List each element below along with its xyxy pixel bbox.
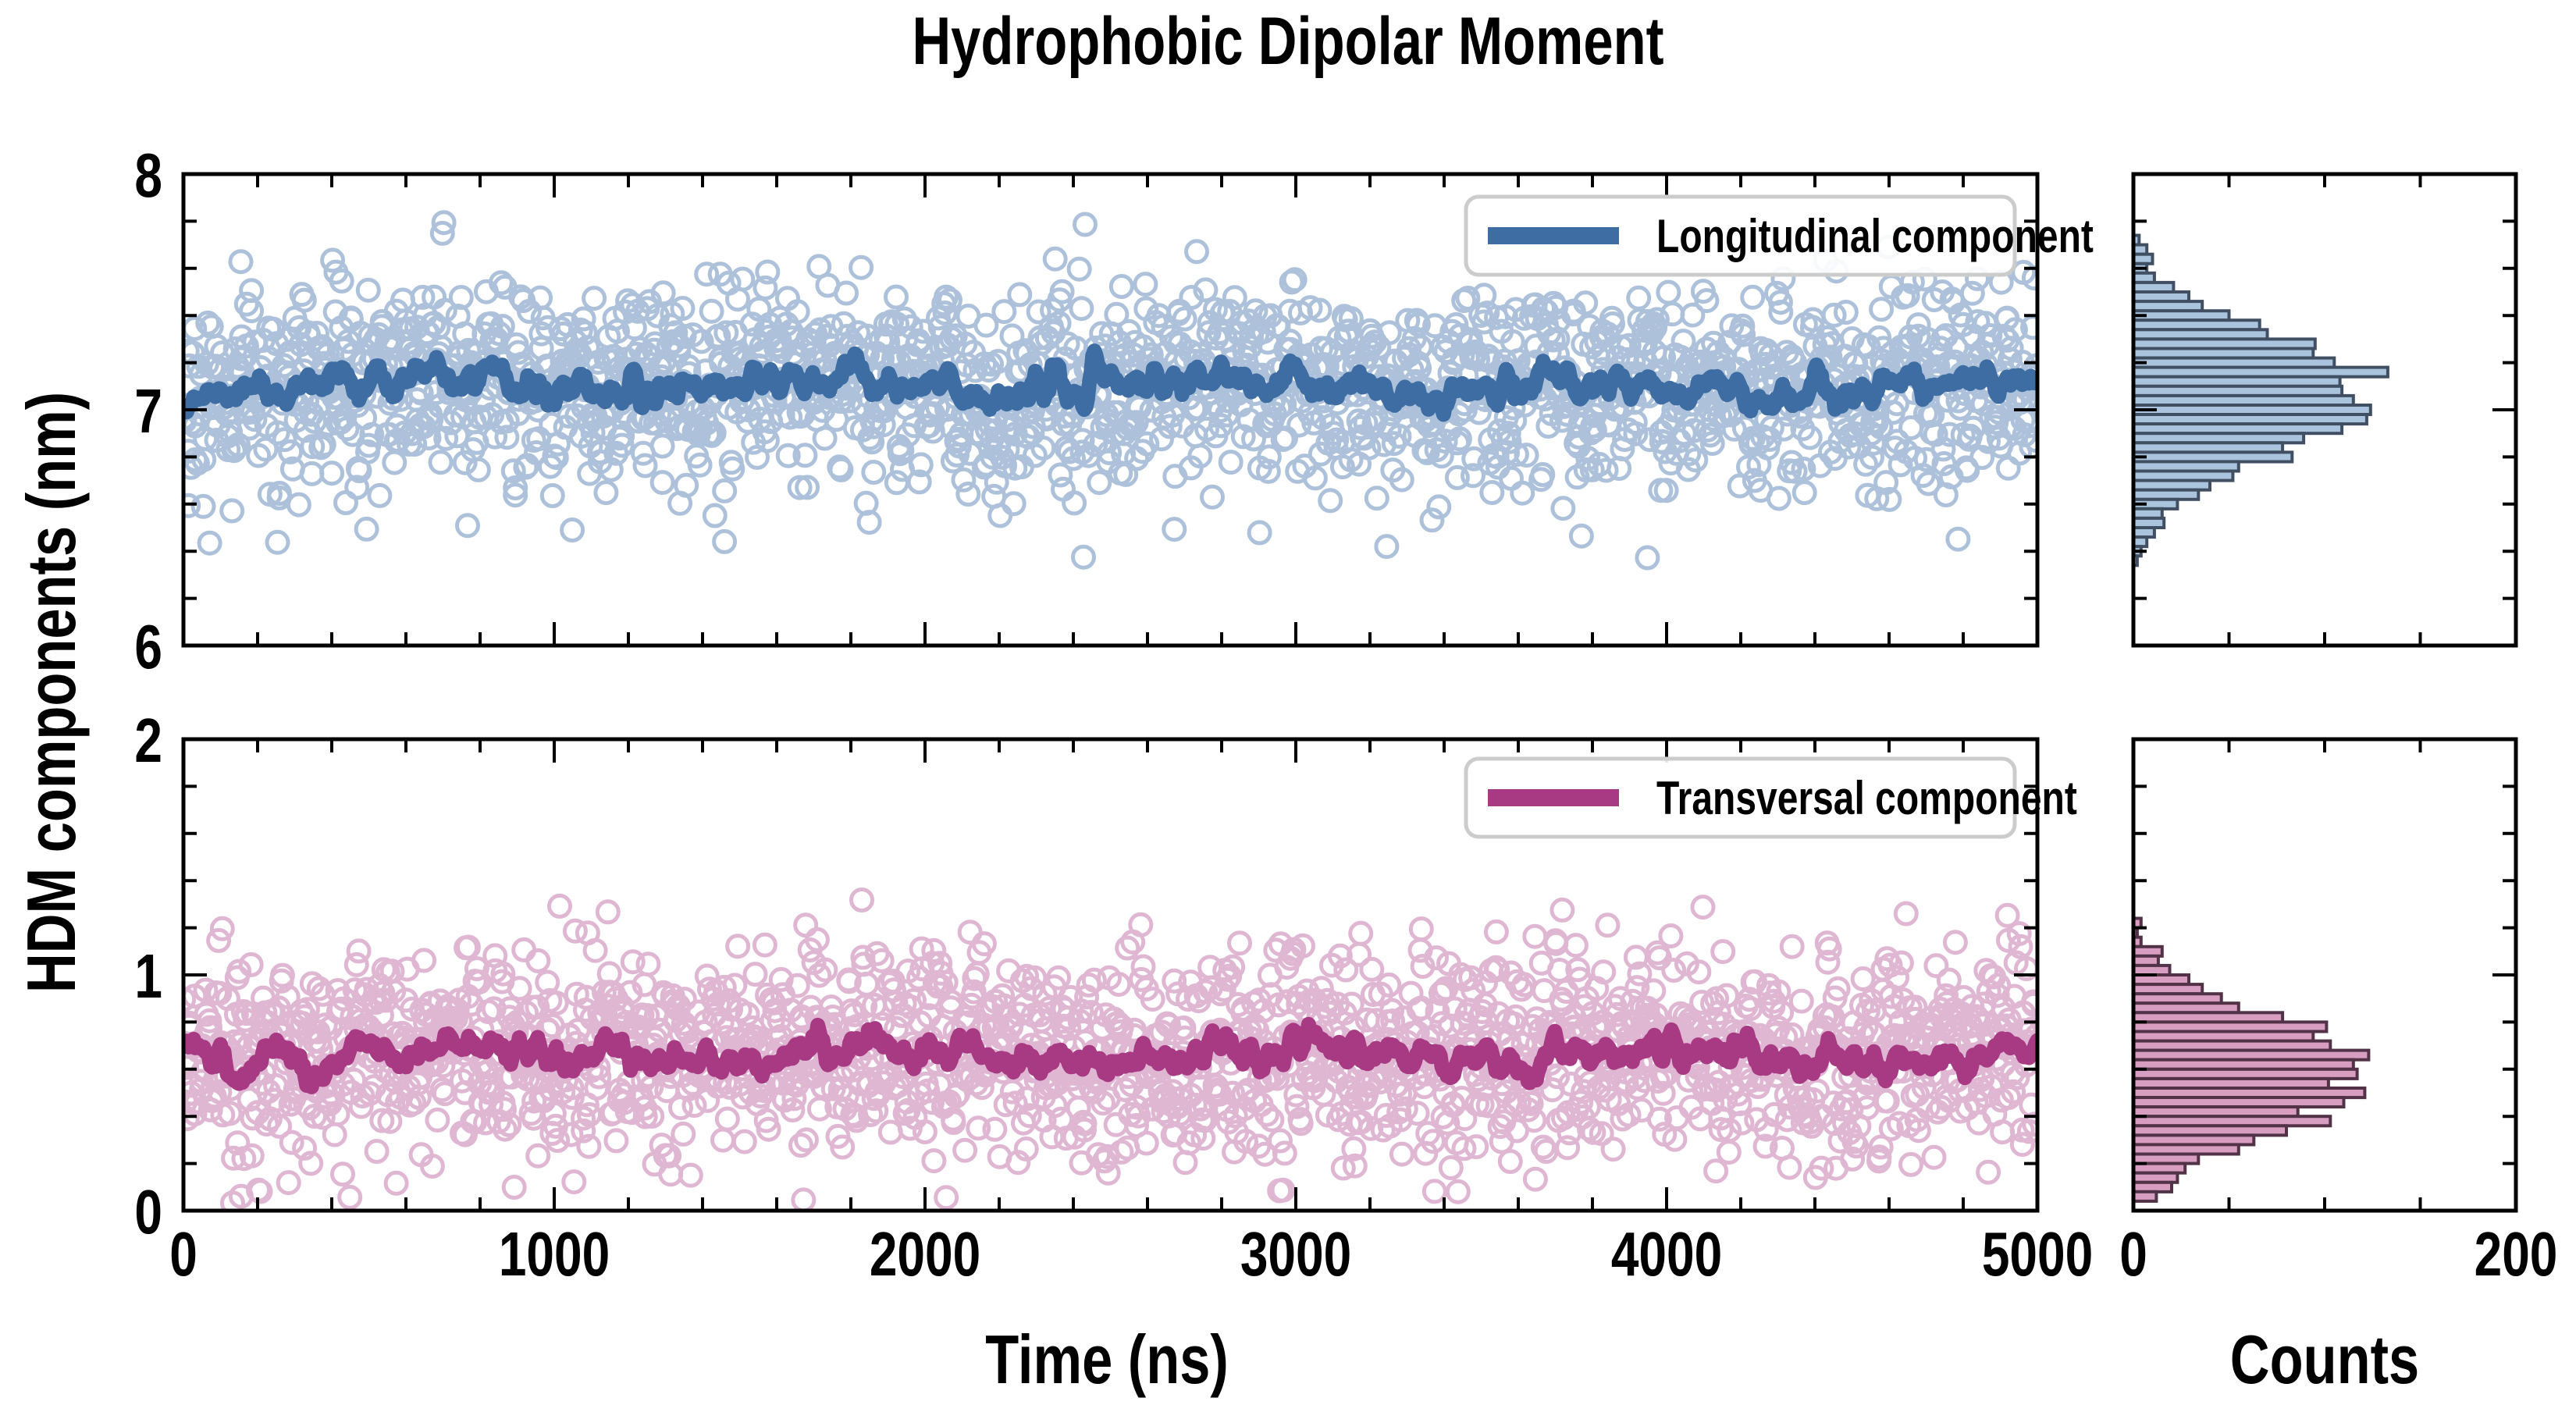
- y-tick-label: 7: [134, 376, 162, 446]
- counts-axis-label: Counts: [2230, 1321, 2419, 1397]
- legend-bottom-box: [1464, 756, 2017, 839]
- x-tick-label: 2000: [870, 1219, 980, 1289]
- chart-title: Hydrophobic Dipolar Moment: [912, 4, 1663, 79]
- counts-tick-label: 0: [2119, 1219, 2147, 1289]
- plot-panels: [181, 172, 2518, 1213]
- legend-top: Longitudinal component: [1464, 194, 2094, 277]
- legend-top-label: Longitudinal component: [1656, 210, 2094, 262]
- y-tick-label: 6: [134, 612, 162, 681]
- legend-bottom: Transversal component: [1464, 756, 2077, 839]
- bottom-hist-panel-ticks: [2132, 738, 2517, 1212]
- x-tick-label: 1000: [499, 1219, 610, 1289]
- y-axis-label: HDM components (nm): [12, 392, 89, 993]
- bottom-left-average-line: [183, 1016, 2037, 1094]
- top-left-series: [183, 210, 2037, 571]
- x-tick-label: 4000: [1611, 1219, 1722, 1289]
- y-tick-label: 8: [134, 140, 162, 210]
- legend-top-line-sample: [1488, 227, 1619, 244]
- y-tick-label: 2: [134, 706, 162, 775]
- top-right-histogram: [2133, 233, 2389, 567]
- top-panel-ticks: [182, 173, 2039, 647]
- y-tick-label: 1: [134, 941, 162, 1011]
- bottom-panel-ticks: [182, 738, 2039, 1212]
- legend-top-box: [1464, 194, 2017, 277]
- legend-bottom-label: Transversal component: [1656, 772, 2077, 824]
- top-hist-panel-ticks: [2132, 173, 2517, 647]
- tick-labels: 6 7 8 0 1 2 0 1000 2000 3000 4000 5000 0 200: [134, 140, 2557, 1289]
- x-axis-label: Time (ns): [985, 1321, 1229, 1397]
- x-tick-label: 5000: [1982, 1219, 2093, 1289]
- bottom-left-series: [183, 887, 2037, 1211]
- bottom-right-histogram: [2133, 916, 2371, 1203]
- counts-tick-label: 200: [2475, 1219, 2558, 1289]
- histogram-bar: [2133, 1190, 2158, 1203]
- x-tick-label: 3000: [1240, 1219, 1351, 1289]
- y-tick-label: 0: [134, 1177, 162, 1247]
- top-left-average-line: [183, 343, 2037, 422]
- legend-bottom-line-sample: [1488, 789, 1619, 806]
- x-tick-label: 0: [169, 1219, 197, 1289]
